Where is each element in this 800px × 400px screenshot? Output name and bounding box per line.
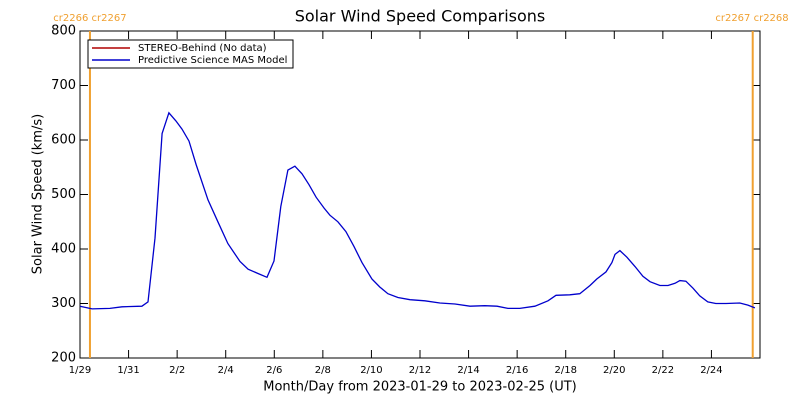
rotation-label: cr2266 cr2267 [53,13,126,24]
chart-title: Solar Wind Speed Comparisons [295,7,546,26]
y-tick-label: 600 [51,133,76,148]
x-tick-label: 2/22 [652,365,674,376]
series-line [79,111,756,310]
x-tick-label: 1/29 [69,365,91,376]
x-tick-label: 2/14 [457,365,479,376]
y-tick-label: 700 [51,78,76,93]
y-tick-label: 800 [51,24,76,39]
x-tick-label: 2/20 [603,365,625,376]
x-axis-label: Month/Day from 2023-01-29 to 2023-02-25 … [263,380,576,395]
y-tick-label: 200 [51,351,76,366]
x-tick-label: 2/2 [169,365,185,376]
y-tick-label: 400 [51,242,76,257]
rotation-label: cr2267 cr2268 [715,13,788,24]
x-tick-label: 2/24 [700,365,722,376]
x-tick-label: 2/16 [506,365,528,376]
x-tick-label: 2/8 [315,365,331,376]
x-tick-label: 2/4 [218,365,234,376]
y-axis-label: Solar Wind Speed (km/s) [31,114,46,274]
x-tick-label: 1/31 [117,365,139,376]
x-tick-label: 2/12 [409,365,431,376]
legend-label: Predictive Science MAS Model [138,55,287,66]
legend: STEREO-Behind (No data)Predictive Scienc… [87,39,294,69]
y-tick-label: 300 [51,296,76,311]
legend-box [87,39,294,69]
y-tick-label: 500 [51,187,76,202]
x-tick-label: 2/18 [554,365,576,376]
x-tick-label: 2/10 [360,365,382,376]
x-tick-label: 2/6 [266,365,282,376]
legend-label: STEREO-Behind (No data) [138,43,267,54]
